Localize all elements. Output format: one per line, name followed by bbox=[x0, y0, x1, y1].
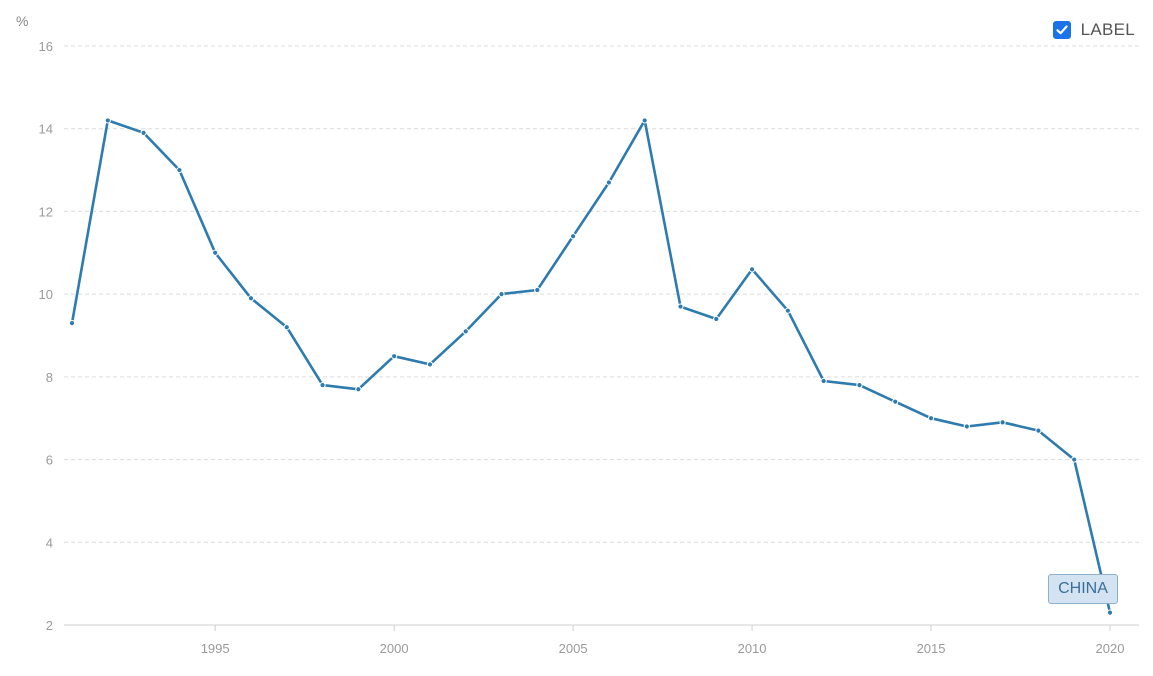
data-point[interactable] bbox=[748, 266, 756, 273]
data-point[interactable] bbox=[68, 319, 76, 327]
x-tick-label: 2020 bbox=[1096, 641, 1125, 656]
x-tick-label: 2010 bbox=[738, 641, 767, 656]
x-tick-labels: 1995 2000 2005 2010 2015 2020 bbox=[201, 641, 1125, 656]
x-tick-label: 2005 bbox=[559, 641, 588, 656]
y-tick-label: 10 bbox=[39, 287, 53, 302]
data-point[interactable] bbox=[784, 307, 791, 314]
data-point[interactable] bbox=[176, 166, 183, 174]
data-point[interactable] bbox=[570, 233, 577, 240]
data-point[interactable] bbox=[641, 117, 648, 124]
data-point[interactable] bbox=[140, 129, 147, 136]
data-point[interactable] bbox=[498, 291, 505, 298]
legend[interactable]: LABEL bbox=[1052, 20, 1135, 40]
y-unit-label: % bbox=[16, 13, 28, 29]
y-tick-label: 4 bbox=[46, 535, 53, 550]
data-point[interactable] bbox=[677, 303, 684, 310]
data-point[interactable] bbox=[999, 419, 1006, 426]
y-tick-label: 12 bbox=[39, 204, 53, 219]
series-tag: CHINA bbox=[1048, 574, 1118, 604]
data-point[interactable] bbox=[212, 249, 219, 256]
data-point[interactable] bbox=[534, 286, 541, 294]
data-point[interactable] bbox=[283, 324, 290, 331]
data-point[interactable] bbox=[927, 415, 935, 422]
series-line bbox=[70, 119, 1112, 614]
data-point[interactable] bbox=[605, 179, 612, 186]
data-point[interactable] bbox=[104, 117, 111, 124]
y-tick-label: 14 bbox=[39, 122, 53, 137]
legend-checkbox[interactable] bbox=[1052, 21, 1071, 39]
checkmark-icon bbox=[1055, 25, 1068, 35]
data-point[interactable] bbox=[1106, 609, 1114, 616]
x-tick-label: 1995 bbox=[201, 641, 230, 656]
data-point[interactable] bbox=[713, 315, 720, 323]
data-point[interactable] bbox=[247, 295, 255, 302]
data-point[interactable] bbox=[355, 386, 362, 393]
legend-label: LABEL bbox=[1080, 20, 1135, 39]
data-point[interactable] bbox=[1071, 456, 1078, 463]
data-point[interactable] bbox=[426, 361, 434, 368]
y-tick-label: 16 bbox=[39, 39, 53, 54]
data-point[interactable] bbox=[856, 382, 863, 389]
series-group bbox=[68, 117, 1114, 616]
series-tag-label: CHINA bbox=[1058, 580, 1108, 597]
y-tick-labels: 2 4 6 8 10 12 14 16 bbox=[39, 39, 53, 633]
data-point[interactable] bbox=[820, 377, 827, 385]
grid bbox=[64, 45, 1139, 543]
data-point[interactable] bbox=[963, 423, 970, 430]
data-point[interactable] bbox=[892, 398, 899, 405]
data-point[interactable] bbox=[1035, 427, 1042, 434]
data-point[interactable] bbox=[391, 353, 398, 360]
y-tick-label: 2 bbox=[46, 618, 53, 633]
x-tick-label: 2015 bbox=[917, 641, 946, 656]
data-point[interactable] bbox=[462, 328, 469, 335]
y-tick-label: 8 bbox=[46, 370, 53, 385]
y-tick-label: 6 bbox=[46, 453, 53, 468]
data-point[interactable] bbox=[319, 382, 326, 389]
x-axis bbox=[64, 624, 1139, 631]
x-tick-label: 2000 bbox=[380, 641, 409, 656]
